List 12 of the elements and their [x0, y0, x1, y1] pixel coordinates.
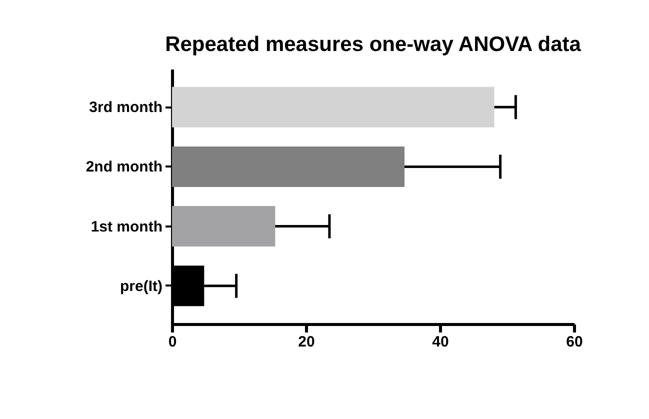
y-tick-label: 1st month	[90, 218, 162, 236]
y-tick-label: 2nd month	[86, 158, 162, 176]
chart-title: Repeated measures one-way ANOVA data	[165, 33, 582, 56]
bar	[172, 206, 276, 247]
bar	[172, 86, 494, 128]
bar	[172, 146, 404, 187]
x-tick-label: 40	[432, 334, 449, 350]
x-tick-label: 0	[168, 334, 177, 350]
y-tick-label: pre(It)	[120, 278, 162, 295]
y-tick-label: 3rd month	[89, 99, 162, 116]
x-tick-label: 60	[566, 334, 583, 350]
x-tick-label: 20	[298, 334, 315, 350]
